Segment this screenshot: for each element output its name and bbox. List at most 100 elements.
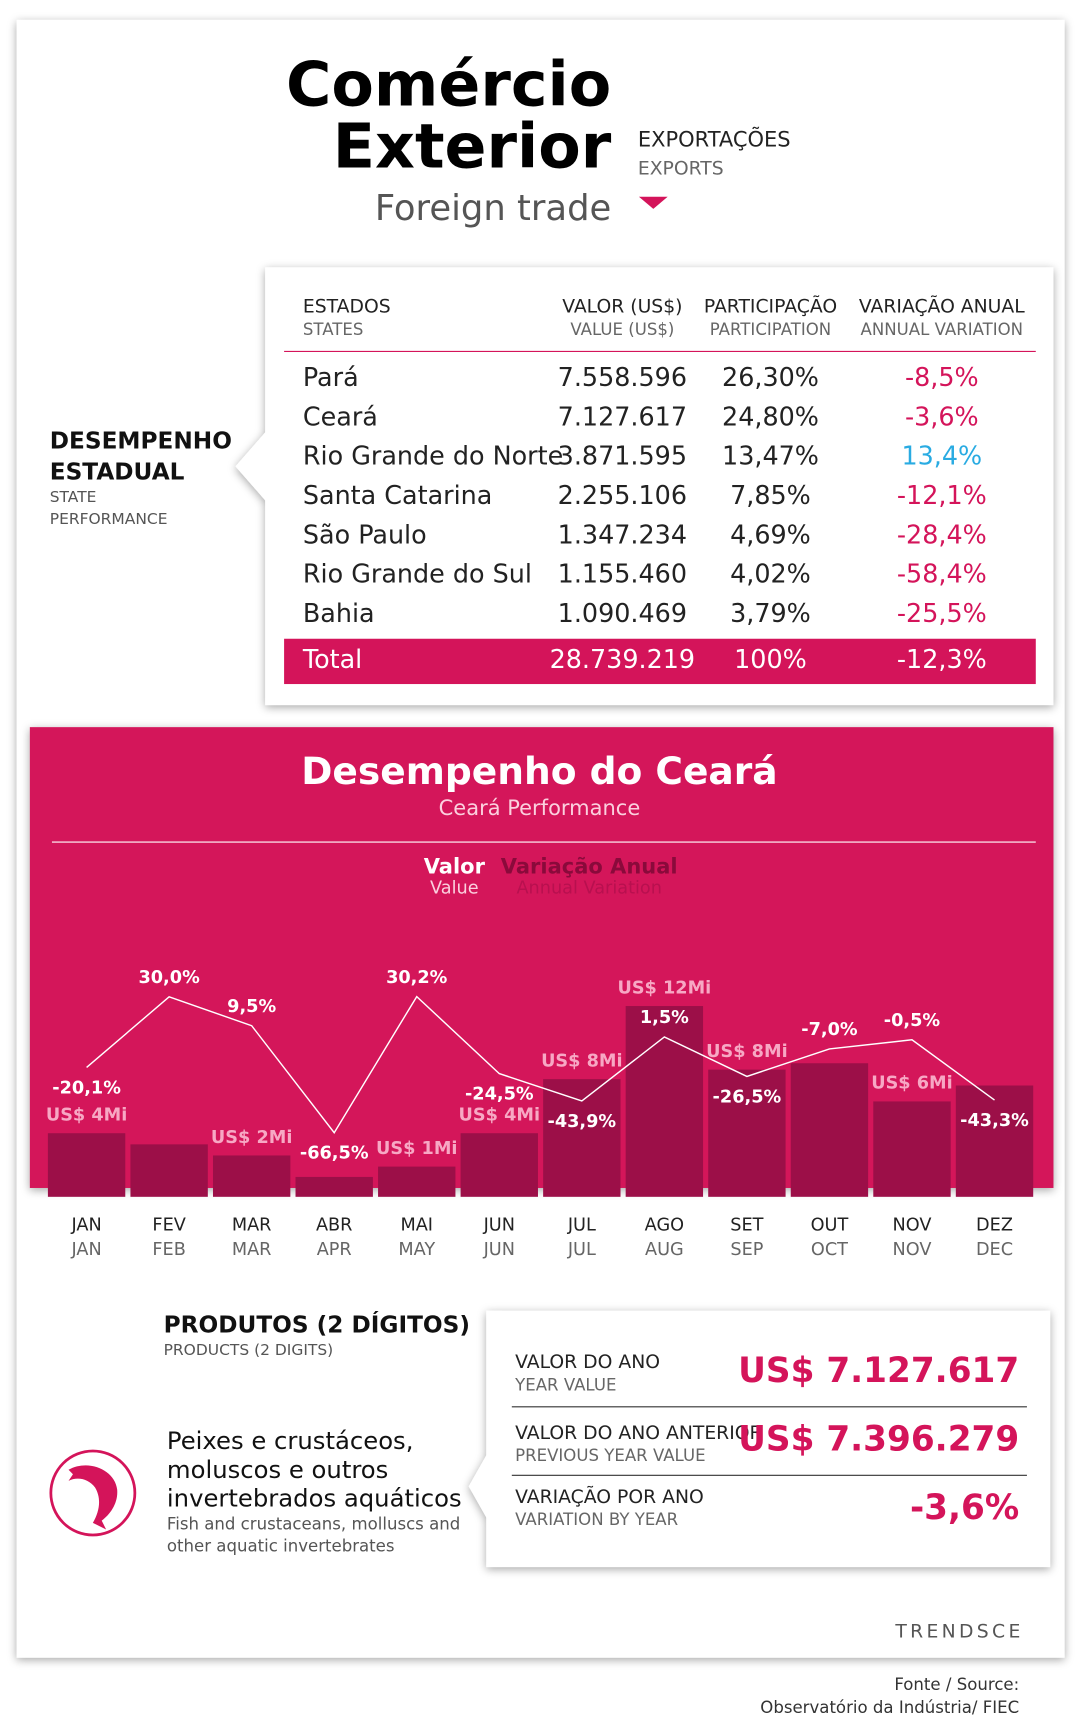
x-tick-label: AGO (645, 1216, 684, 1236)
column-header-en: PARTICIPATION (710, 320, 831, 339)
product-name: Peixes e crustáceos, (167, 1426, 414, 1455)
line-label: 9,5% (227, 997, 276, 1017)
table-cell: Ceará (303, 401, 378, 431)
table-cell: Rio Grande do Sul (303, 559, 532, 589)
brand: TRENDSCE (894, 1622, 1023, 1643)
bar (212, 1155, 291, 1197)
bar (625, 1006, 704, 1197)
stat-value: US$ 7.127.617 (738, 1351, 1019, 1391)
column-header: VALOR (US$) (562, 297, 682, 318)
stat-label-en: VARIATION BY YEAR (515, 1510, 679, 1529)
table-cell: 4,02% (730, 559, 811, 589)
bar-label: US$ 8Mi (541, 1051, 622, 1071)
section-title: ESTADUAL (50, 458, 185, 485)
x-tick-label-en: OCT (811, 1240, 848, 1260)
stat-label: VALOR DO ANO (515, 1352, 660, 1373)
table-cell: 1.090.469 (558, 598, 687, 628)
subtitle: Foreign trade (375, 188, 611, 229)
bar (378, 1166, 456, 1197)
table-cell: 7.127.617 (558, 401, 687, 431)
line-label: -43,9% (547, 1112, 616, 1132)
table-cell: Santa Catarina (303, 480, 492, 510)
table-cell: 1.347.234 (558, 519, 687, 549)
x-tick-label: JUN (483, 1216, 515, 1236)
product-name: moluscos e outros (167, 1455, 388, 1484)
line-label: -43,3% (960, 1111, 1029, 1131)
tag-en: EXPORTS (638, 159, 724, 180)
line-label: -66,5% (300, 1144, 369, 1164)
bar (873, 1101, 951, 1197)
table-cell: -58,4% (897, 559, 987, 589)
bar-label: US$ 1Mi (376, 1139, 457, 1159)
bar (955, 1085, 1034, 1197)
x-tick-label-en: MAY (398, 1240, 435, 1260)
bar (130, 1144, 208, 1197)
bar (460, 1133, 538, 1197)
table-cell: 13,4% (901, 441, 982, 471)
bar (708, 1069, 786, 1197)
stat-label-en: YEAR VALUE (514, 1375, 616, 1394)
bar-label: US$ 6Mi (871, 1074, 952, 1094)
x-tick-label: ABR (316, 1216, 353, 1236)
column-header: PARTICIPAÇÃO (704, 295, 837, 318)
triangle-icon (638, 196, 668, 209)
source: Observatório da Indústria/ FIEC (760, 1698, 1019, 1717)
table-cell: 13,47% (722, 441, 819, 471)
bar-label: US$ 2Mi (211, 1128, 292, 1148)
product-name-en: other aquatic invertebrates (167, 1537, 395, 1556)
x-tick-label-en: SEP (730, 1240, 763, 1260)
bar (790, 1063, 869, 1197)
x-tick-label-en: NOV (893, 1240, 932, 1260)
title: Exterior (333, 110, 612, 182)
stat-value: US$ 7.396.279 (738, 1420, 1019, 1460)
x-tick-label: MAI (400, 1216, 433, 1236)
x-tick-label-en: JUL (567, 1240, 596, 1260)
table-card (235, 267, 1054, 706)
bar-label: US$ 4Mi (46, 1106, 127, 1126)
stat-label: VALOR DO ANO ANTERIOR (515, 1423, 762, 1444)
table-cell: -25,5% (897, 598, 987, 628)
table-cell: 3.871.595 (558, 441, 687, 471)
x-tick-label-en: AUG (645, 1240, 684, 1260)
x-tick-label: NOV (893, 1216, 932, 1236)
x-tick-label: SET (730, 1216, 763, 1236)
table-cell: 1.155.460 (558, 559, 687, 589)
table-cell: 3,79% (730, 598, 811, 628)
x-tick-label-en: APR (317, 1240, 352, 1260)
total-cell: -12,3% (897, 644, 987, 674)
product-name: invertebrados aquáticos (167, 1484, 462, 1513)
column-header-en: VALUE (US$) (570, 320, 674, 339)
legend-label-en: Value (430, 878, 479, 898)
fish-icon (49, 1449, 137, 1537)
line (86, 995, 995, 1135)
tag: EXPORTAÇÕES (638, 125, 791, 151)
line-label: -26,5% (713, 1087, 782, 1107)
product-name-en: Fish and crustaceans, molluscs and (167, 1515, 460, 1534)
x-tick-label-en: JUN (483, 1240, 515, 1260)
line-label: -24,5% (465, 1085, 534, 1105)
bar (295, 1176, 373, 1197)
x-tick-label-en: MAR (232, 1240, 272, 1260)
total-cell: 100% (734, 644, 807, 674)
x-tick-label: OUT (811, 1216, 849, 1236)
legend-label-en: Annual Variation (516, 878, 661, 898)
x-tick-label: JAN (70, 1216, 101, 1236)
line-label: -20,1% (52, 1078, 121, 1098)
section-title: DESEMPENHO (50, 428, 232, 455)
table-cell: Bahia (303, 598, 375, 628)
table-cell: -12,1% (897, 480, 987, 510)
source: Fonte / Source: (894, 1675, 1019, 1694)
x-tick-label: MAR (232, 1216, 272, 1236)
line-label: 30,2% (386, 968, 448, 988)
title: Comércio (286, 48, 611, 120)
chart-subtitle: Ceará Performance (439, 796, 641, 820)
column-header: VARIAÇÃO ANUAL (859, 295, 1025, 318)
table-cell: -28,4% (897, 519, 987, 549)
stat-value: -3,6% (910, 1488, 1019, 1528)
table-cell: 4,69% (730, 519, 811, 549)
table-cell: -3,6% (905, 401, 979, 431)
bar (47, 1133, 126, 1197)
bar-label: US$ 12Mi (617, 978, 711, 998)
section-subtitle: PERFORMANCE (50, 510, 168, 528)
